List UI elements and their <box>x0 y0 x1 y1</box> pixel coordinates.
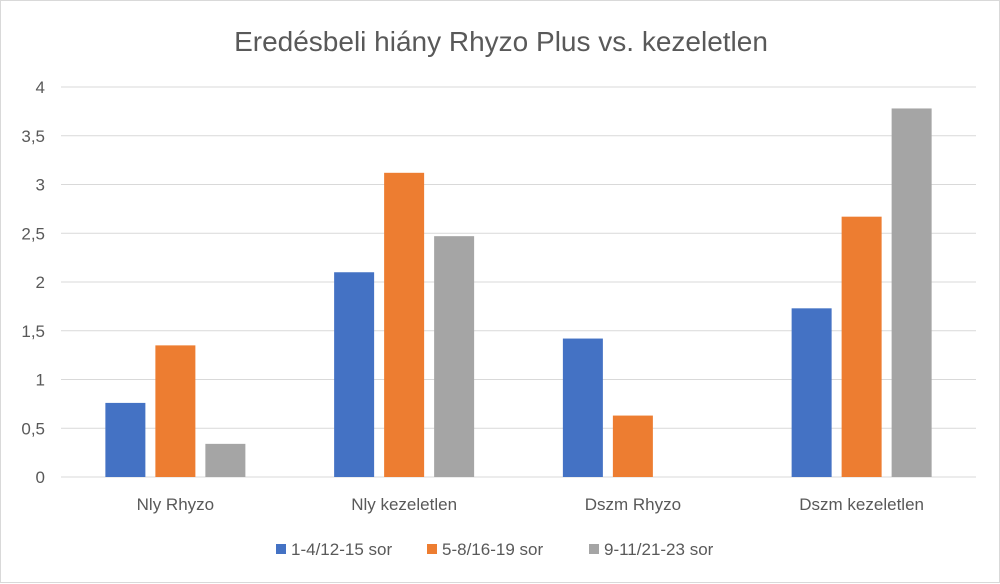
legend-swatch <box>276 544 286 554</box>
x-category-label: Nly Rhyzo <box>137 495 214 514</box>
bar <box>434 236 475 477</box>
y-tick-label: 0 <box>36 468 45 487</box>
x-category-label: Dszm Rhyzo <box>585 495 681 514</box>
x-category-label: Dszm kezeletlen <box>799 495 924 514</box>
y-tick-label: 1,5 <box>21 322 45 341</box>
y-tick-label: 2,5 <box>21 224 45 243</box>
y-tick-label: 3 <box>36 176 45 195</box>
bar <box>205 443 246 477</box>
y-tick-label: 1 <box>36 371 45 390</box>
y-tick-label: 2 <box>36 273 45 292</box>
gridlines <box>61 86 976 478</box>
x-axis-categories: Nly Rhyzo Nly kezeletlen Dszm Rhyzo Dszm ke… <box>137 495 924 514</box>
legend: 1-4/12-15 sor 5-8/16-19 sor 9-11/21-23 sor <box>276 540 714 559</box>
bar <box>334 272 375 477</box>
legend-swatch <box>427 544 437 554</box>
bar <box>891 108 932 477</box>
x-category-label: Nly kezeletlen <box>351 495 457 514</box>
legend-label: 1-4/12-15 sor <box>291 540 392 559</box>
bar <box>612 415 653 477</box>
bars <box>105 108 932 478</box>
legend-swatch <box>589 544 599 554</box>
bar <box>562 338 603 477</box>
bar <box>841 216 882 478</box>
y-axis-ticks: 0 0,5 1 1,5 2 2,5 3 3,5 4 <box>21 78 45 487</box>
y-tick-label: 0,5 <box>21 419 45 438</box>
bar <box>384 172 425 478</box>
y-tick-label: 3,5 <box>21 127 45 146</box>
bar <box>105 402 146 477</box>
chart-title: Eredésbeli hiány Rhyzo Plus vs. kezeletl… <box>234 26 768 57</box>
legend-label: 5-8/16-19 sor <box>442 540 543 559</box>
legend-label: 9-11/21-23 sor <box>604 540 714 559</box>
bar <box>791 308 832 477</box>
y-tick-label: 4 <box>36 78 45 97</box>
bar <box>155 345 196 477</box>
